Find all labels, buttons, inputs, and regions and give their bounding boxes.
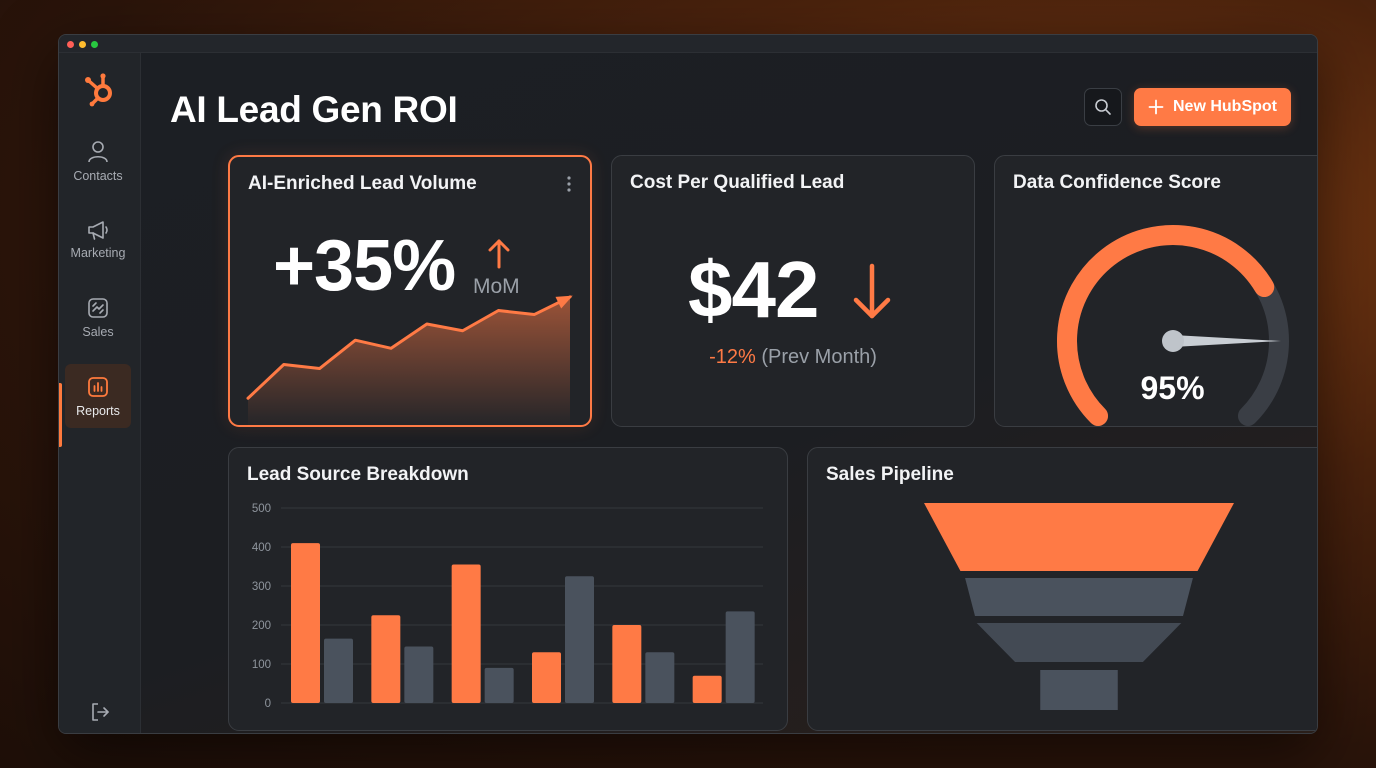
logout-button[interactable] — [87, 699, 113, 725]
cost-per-lead-change: -12% (Prev Month) — [612, 346, 974, 369]
sidebar-item-label: Contacts — [73, 168, 123, 183]
window-maximize-button[interactable] — [91, 41, 98, 48]
confidence-score-value: 95% — [1140, 370, 1205, 406]
search-icon — [1095, 99, 1111, 115]
bar-series-b — [725, 611, 755, 703]
bar-series-b — [645, 652, 675, 703]
lead-volume-line — [246, 295, 572, 400]
bar-series-a — [371, 615, 401, 703]
y-tick-label: 300 — [252, 581, 271, 593]
lead-volume-chart — [246, 295, 573, 425]
lead-volume-area — [248, 297, 570, 425]
lead-volume-title: AI-Enriched Lead Volume — [248, 173, 477, 194]
y-tick-label: 500 — [252, 503, 271, 515]
app-window: Contacts Marketing Sales — [58, 34, 1318, 734]
y-tick-label: 400 — [252, 542, 271, 554]
hubspot-logo-icon[interactable] — [83, 69, 117, 107]
bar-series-b — [404, 646, 434, 703]
logout-icon — [92, 703, 109, 721]
sidebar-item-label: Reports — [76, 403, 120, 418]
confidence-score-title: Data Confidence Score — [1013, 172, 1221, 193]
contacts-icon — [88, 140, 108, 162]
window-titlebar — [59, 35, 1317, 53]
bar-series-b — [565, 576, 594, 703]
y-tick-label: 100 — [252, 659, 271, 671]
change-value: -12% — [709, 346, 756, 368]
funnel-stage-1 — [924, 503, 1234, 571]
sidebar-item-sales[interactable]: Sales — [65, 285, 131, 349]
bar-series-a — [291, 543, 320, 703]
window-minimize-button[interactable] — [79, 41, 86, 48]
lead-source-card[interactable]: Lead Source Breakdown 0 100 200 300 400 500 — [228, 447, 788, 731]
lead-volume-arrowhead — [555, 295, 573, 309]
bar-series-b — [484, 667, 514, 703]
plus-icon — [1148, 99, 1164, 115]
change-note: (Prev Month) — [761, 346, 877, 368]
confidence-score-card[interactable]: Data Confidence Score 95% — [994, 155, 1317, 427]
lead-source-title: Lead Source Breakdown — [247, 464, 469, 485]
sidebar-item-contacts[interactable]: Contacts — [65, 129, 131, 193]
gauge-needle — [1173, 335, 1281, 347]
cost-per-lead-title: Cost Per Qualified Lead — [630, 172, 845, 193]
sidebar-item-marketing[interactable]: Marketing — [65, 207, 131, 271]
new-hubspot-button[interactable]: New HubSpot — [1134, 88, 1291, 126]
more-vertical-icon — [567, 176, 571, 192]
bar-series-a — [451, 564, 481, 703]
sidebar-item-reports[interactable]: Reports — [65, 364, 131, 428]
bar-series-a — [532, 652, 561, 703]
page-title: AI Lead Gen ROI — [170, 89, 458, 130]
y-tick-label: 200 — [252, 620, 271, 632]
card-menu-button[interactable] — [566, 175, 572, 198]
reports-icon — [88, 376, 108, 397]
lead-source-bar-chart: 0 100 200 300 400 500 — [252, 503, 763, 710]
active-nav-indicator — [59, 383, 62, 447]
cost-per-lead-value: $42 — [688, 245, 819, 334]
arrow-down-icon — [853, 263, 891, 319]
confidence-gauge — [1057, 225, 1289, 426]
sales-pipeline-card[interactable]: Sales Pipeline — [807, 447, 1317, 731]
lead-volume-period: MoM — [473, 275, 520, 298]
sales-pipeline-title: Sales Pipeline — [826, 464, 954, 485]
sidebar-item-label: Sales — [82, 324, 114, 339]
handshake-icon — [88, 297, 108, 318]
lead-volume-card[interactable]: AI-Enriched Lead Volume +35% MoM — [228, 155, 592, 427]
megaphone-icon — [88, 220, 108, 240]
bar-series-a — [612, 625, 642, 703]
search-button[interactable] — [1084, 88, 1122, 126]
main-content: AI Lead Gen ROI New HubSpot AI-Enriched … — [141, 53, 1317, 733]
bar-series-b — [324, 638, 353, 703]
sidebar-item-label: Marketing — [70, 245, 126, 260]
arrow-up-icon — [488, 239, 510, 269]
gauge-needle-hub — [1162, 330, 1184, 352]
funnel-stage-2 — [965, 578, 1193, 616]
bar-series-a — [692, 675, 722, 703]
sales-pipeline-funnel — [924, 503, 1234, 710]
window-close-button[interactable] — [67, 41, 74, 48]
y-tick-label: 0 — [265, 698, 271, 710]
cost-per-lead-card[interactable]: Cost Per Qualified Lead $42 -12% (Prev M… — [611, 155, 975, 427]
lead-volume-value: +35% — [273, 226, 456, 306]
funnel-stage-4 — [1040, 670, 1118, 710]
gauge-value-arc — [1057, 225, 1275, 426]
funnel-stage-3 — [976, 623, 1182, 662]
sidebar: Contacts Marketing Sales — [59, 53, 141, 733]
new-hubspot-label: New HubSpot — [1173, 98, 1277, 115]
